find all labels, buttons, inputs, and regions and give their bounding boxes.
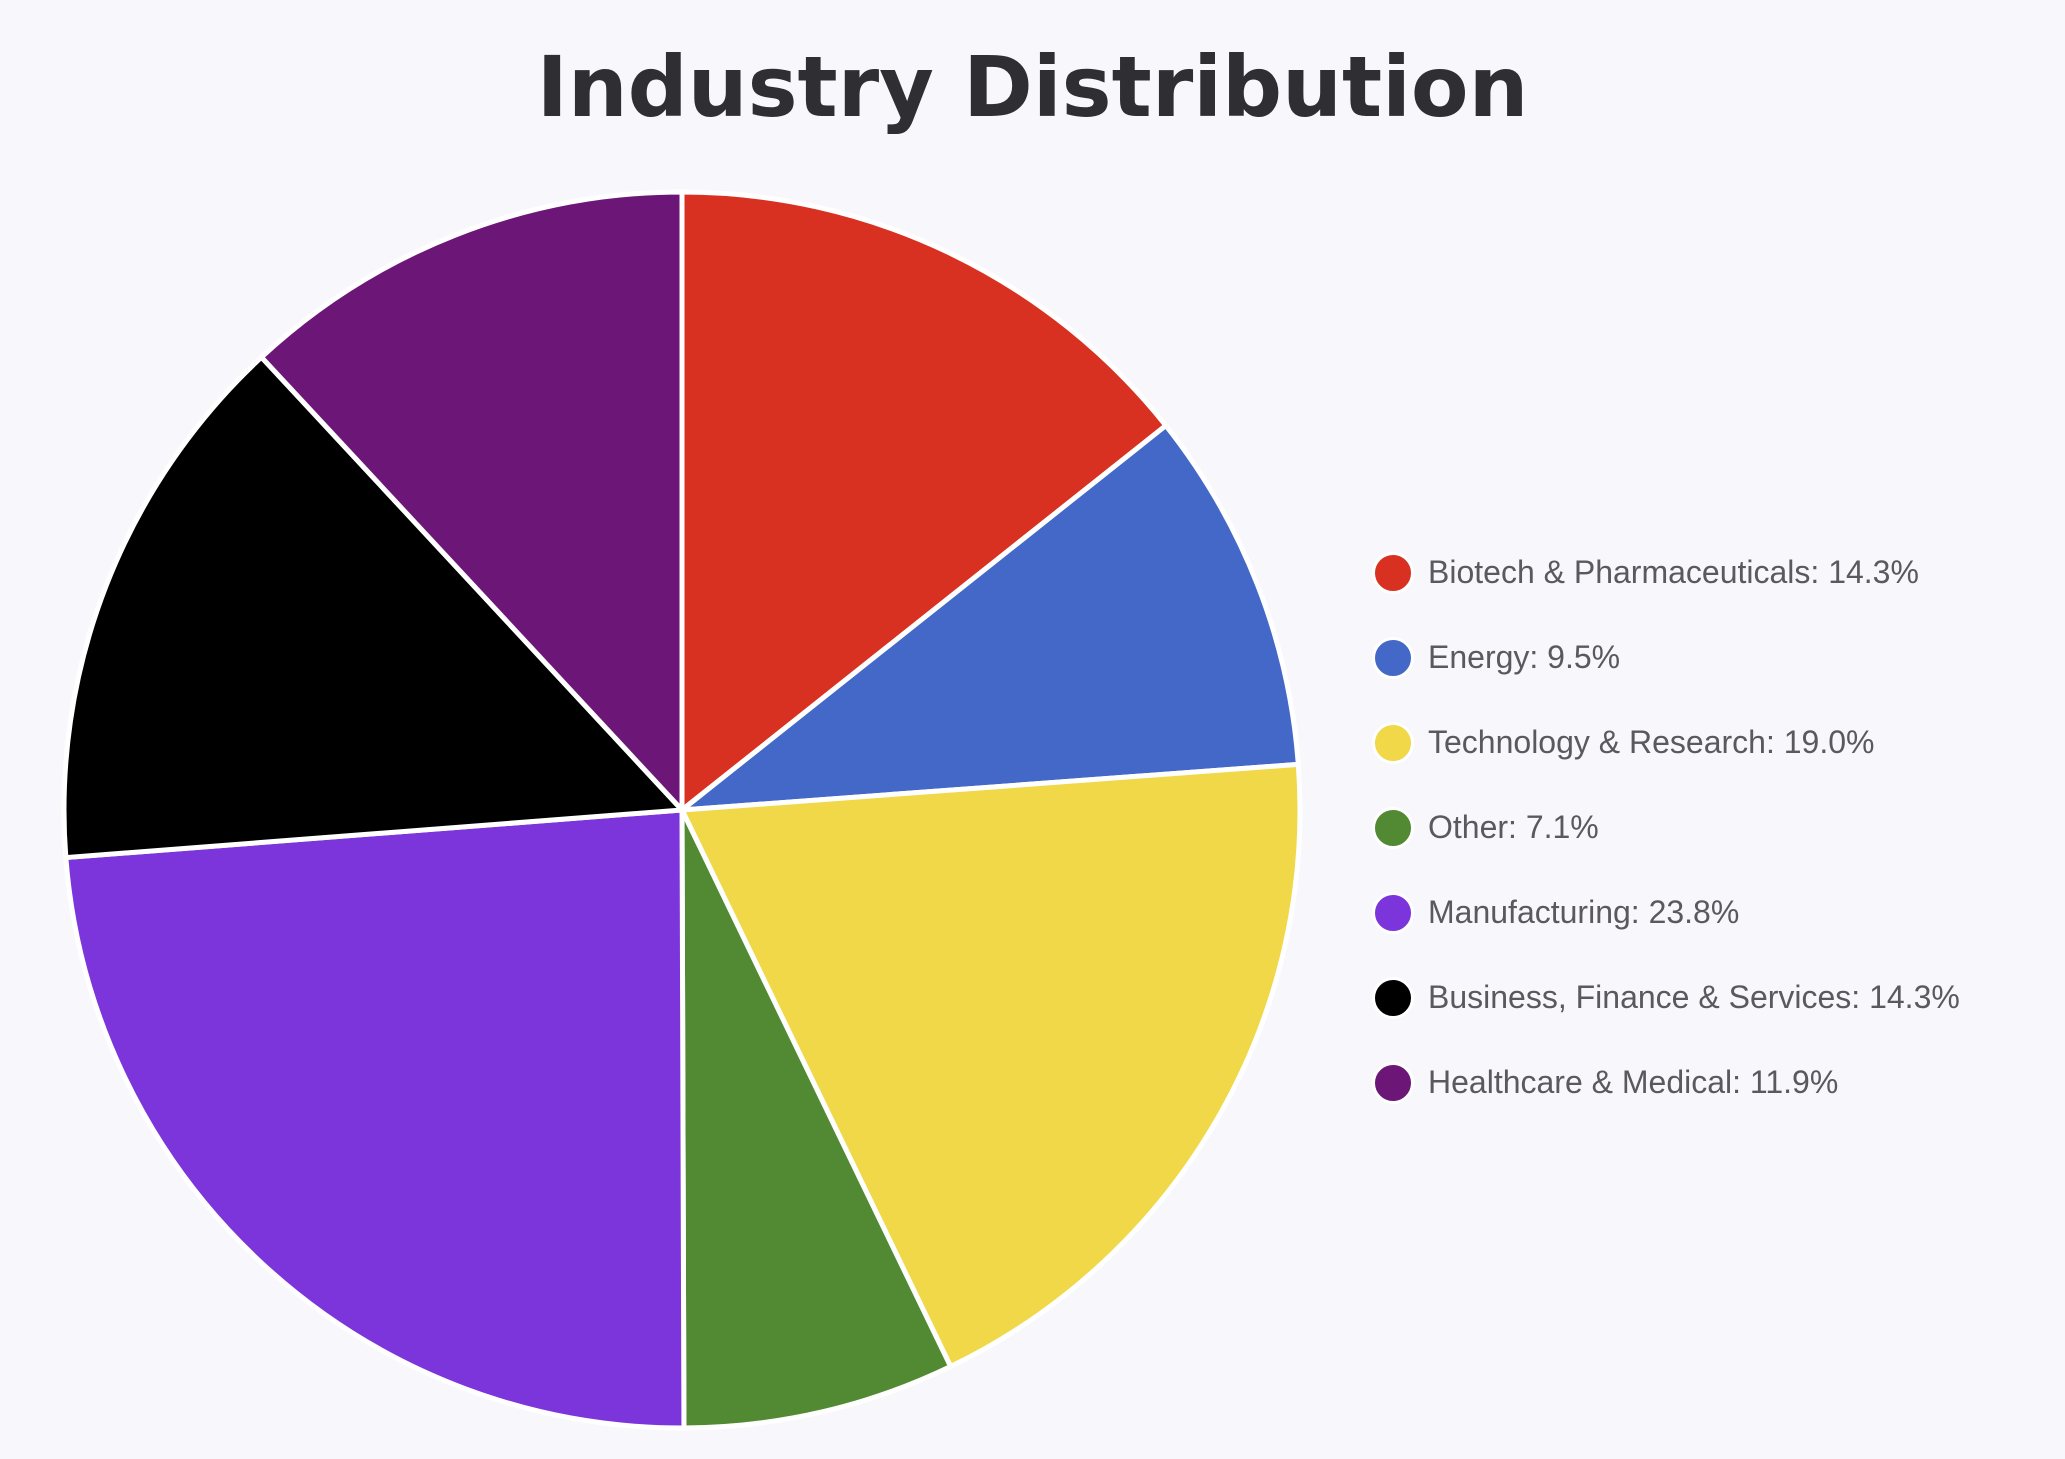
pie-slice-energy[interactable]: [679, 423, 1301, 813]
legend-swatch-icon: [1372, 806, 1414, 849]
pie-slice-other[interactable]: [679, 807, 954, 1431]
legend-label: Biotech & Pharmaceuticals: 14.3%: [1428, 554, 1919, 590]
legend-label: Technology & Research: 19.0%: [1428, 724, 1875, 760]
legend-swatch-icon: [1372, 721, 1414, 764]
legend-item-technology-research[interactable]: Technology & Research: 19.0%: [1372, 700, 2052, 785]
pie-slice-business-finance-services[interactable]: [61, 354, 685, 861]
legend-swatch-icon: [1372, 976, 1414, 1019]
legend-item-manufacturing[interactable]: Manufacturing: 23.8%: [1372, 870, 2052, 955]
pie-slice-healthcare-medical[interactable]: [258, 189, 685, 813]
legend-item-healthcare-medical[interactable]: Healthcare & Medical: 11.9%: [1372, 1040, 2052, 1125]
pie-slice-manufacturing[interactable]: [63, 807, 687, 1431]
chart-title: Industry Distribution: [536, 38, 1529, 136]
pie-chart: [61, 189, 1303, 1431]
legend-item-other[interactable]: Other: 7.1%: [1372, 785, 2052, 870]
legend-item-biotech-pharmaceuticals[interactable]: Biotech & Pharmaceuticals: 14.3%: [1372, 530, 2052, 615]
legend-label: Energy: 9.5%: [1428, 639, 1621, 675]
legend-swatch-icon: [1372, 551, 1414, 594]
legend-item-energy[interactable]: Energy: 9.5%: [1372, 615, 2052, 700]
pie-slice-technology-research[interactable]: [679, 761, 1303, 1370]
legend-swatch-icon: [1372, 1061, 1414, 1104]
legend-swatch-icon: [1372, 891, 1414, 934]
legend: Biotech & Pharmaceuticals: 14.3% Energy: …: [1372, 530, 2052, 1125]
legend-label: Other: 7.1%: [1428, 809, 1599, 845]
pie-slice-biotech-pharmaceuticals[interactable]: [679, 189, 1169, 813]
legend-label: Healthcare & Medical: 11.9%: [1428, 1064, 1839, 1100]
legend-swatch-icon: [1372, 636, 1414, 679]
legend-label: Manufacturing: 23.8%: [1428, 894, 1740, 930]
legend-item-business-finance-services[interactable]: Business, Finance & Services: 14.3%: [1372, 955, 2052, 1040]
legend-label: Business, Finance & Services: 14.3%: [1428, 979, 1960, 1015]
